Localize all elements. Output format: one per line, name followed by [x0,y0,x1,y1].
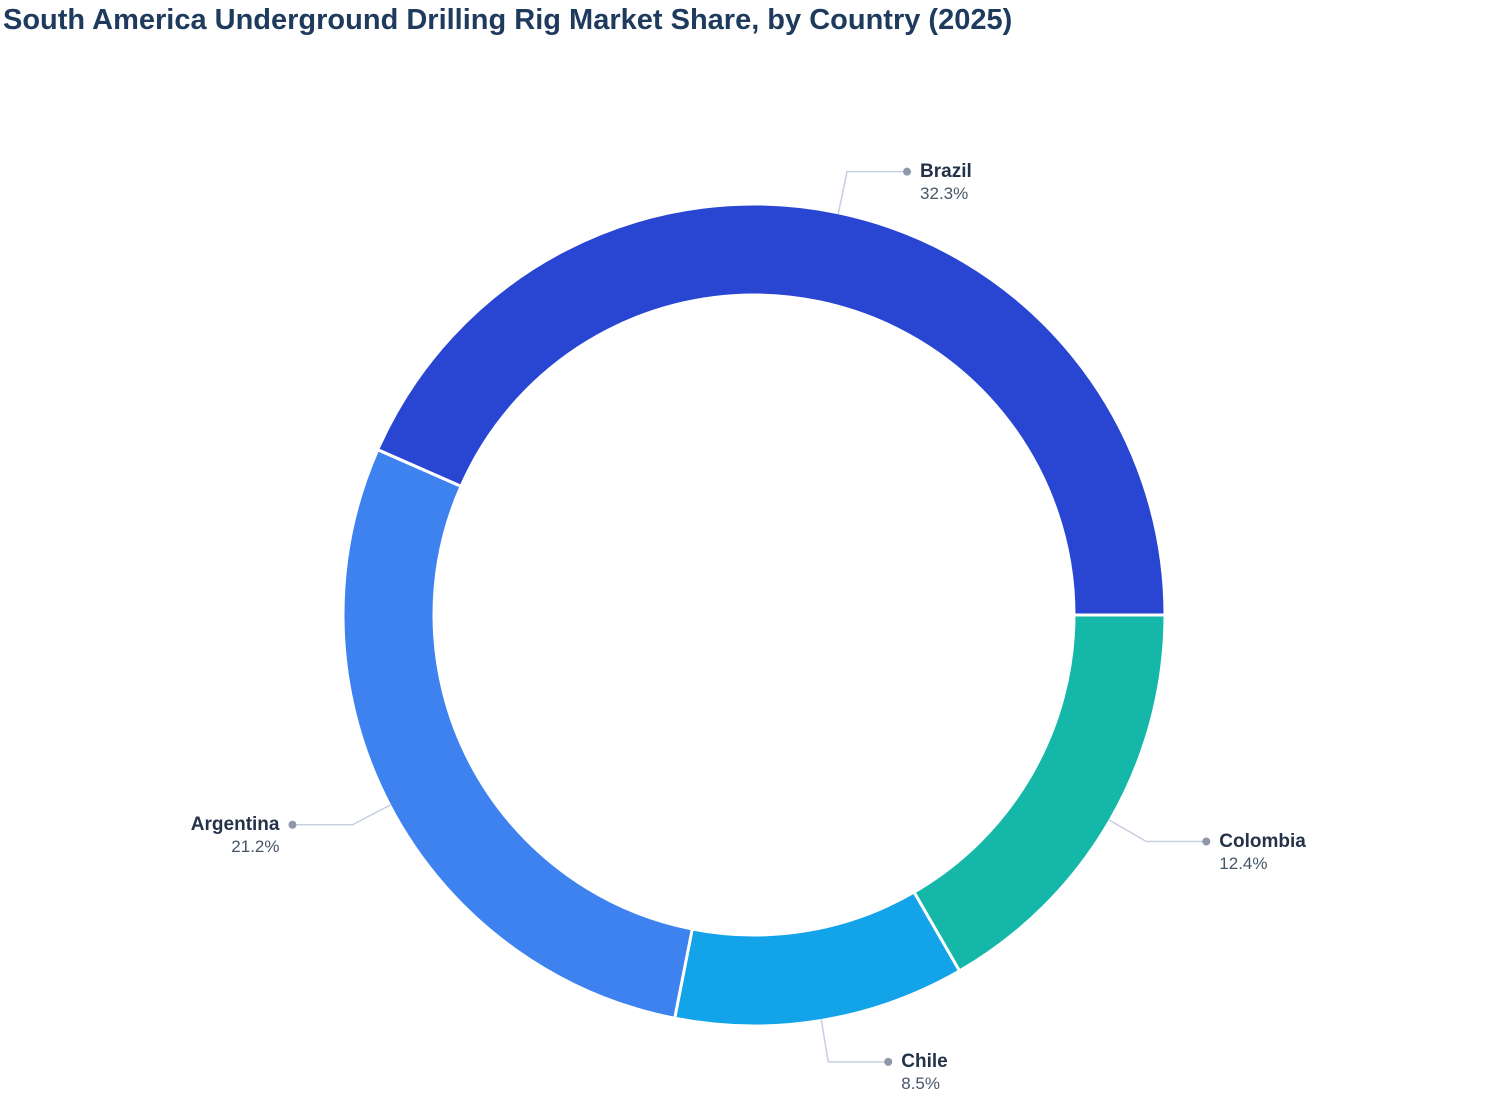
leader-line-argentina [292,804,391,826]
chart-title: South America Underground Drilling Rig M… [3,4,1013,36]
leader-dot-argentina [288,820,297,829]
leader-dot-brazil [903,167,912,176]
leader-line-brazil [837,170,908,214]
slice-label-value: 8.5% [901,1073,940,1093]
leader-line-chile [820,1019,889,1063]
slice-label-value: 12.4% [1219,853,1268,873]
slice-label-colombia: Colombia 12.4% [1219,831,1306,875]
slice-label-value: 32.3% [920,183,969,203]
leader-dot-chile [884,1057,893,1066]
slice-label-name: Chile [901,1050,948,1072]
slice-label-name: Brazil [920,160,972,182]
slice-chile[interactable] [672,890,962,1028]
slice-label-name: Argentina [190,813,280,835]
slice-label-brazil: Brazil 32.3% [920,161,972,205]
leader-line-colombia [1108,819,1207,843]
slice-label-name: Colombia [1219,830,1306,852]
leader-dot-colombia [1202,837,1211,846]
slice-colombia[interactable] [911,613,1167,973]
slice-argentina[interactable] [341,447,694,1021]
slice-label-argentina: Argentina 21.2% [191,814,280,858]
slice-label-chile: Chile 8.5% [901,1051,947,1095]
slice-label-value: 21.2% [231,836,280,856]
slice-brazil[interactable] [375,202,1167,617]
